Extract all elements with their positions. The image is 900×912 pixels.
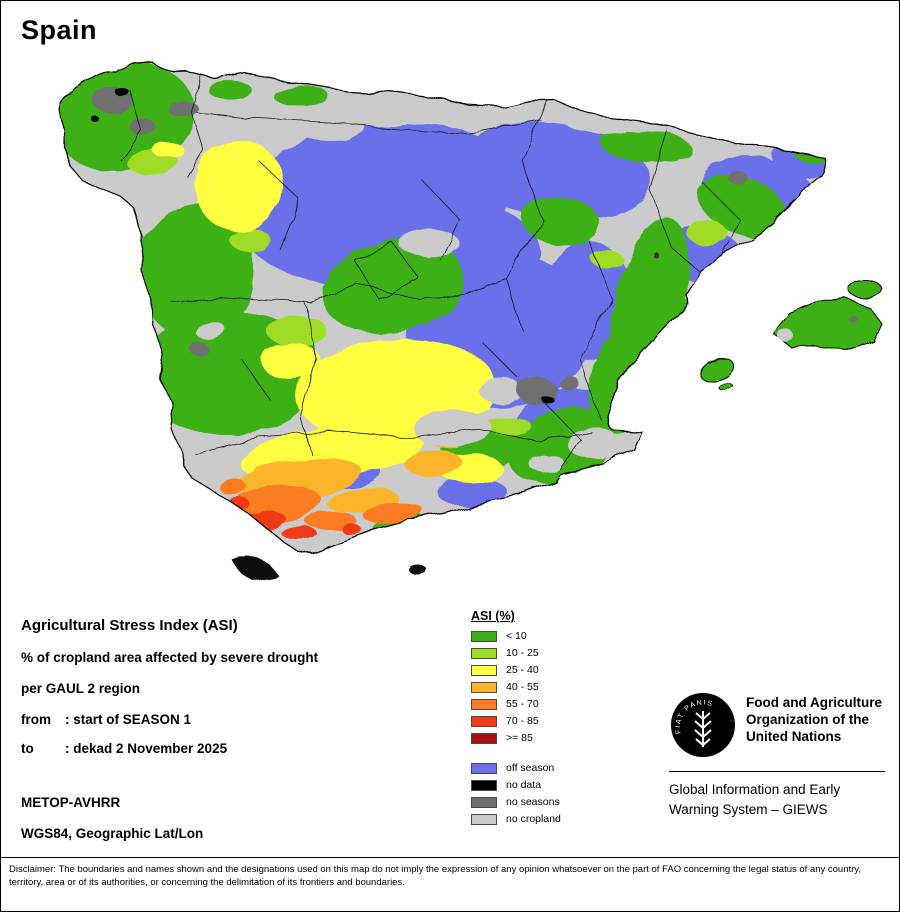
sensor-block: METOP-AVHRR WGS84, Geographic Lat/Lon — [21, 795, 203, 857]
map-info-block: Agricultural Stress Index (ASI) % of cro… — [21, 617, 318, 770]
legend-item-10-25: 10 - 25 — [471, 647, 561, 659]
page-title: Spain — [21, 15, 98, 45]
from-row: from : start of SEASON 1 — [21, 712, 318, 727]
legend-item-40-55: 40 - 55 — [471, 681, 561, 693]
no-cropland-patches — [195, 229, 619, 472]
no-data-regions — [93, 89, 553, 403]
menorca-island — [847, 280, 883, 298]
fao-org-line1: Food and Agriculture — [746, 695, 882, 710]
gaul2-boundaries — [119, 70, 741, 470]
from-value: : start of SEASON 1 — [65, 712, 192, 727]
to-label: to — [21, 741, 34, 756]
fao-org-line2: Organization of the — [746, 712, 869, 727]
legend-item-no-data: no data — [471, 779, 561, 791]
legend-swatch — [471, 715, 497, 727]
legend-swatch — [471, 681, 497, 693]
legend-swatch — [471, 796, 497, 808]
fao-org-line3: United Nations — [746, 729, 842, 744]
legend-item-ge85: >= 85 — [471, 732, 561, 744]
legend-label: >= 85 — [506, 732, 533, 744]
legend-swatch — [471, 779, 497, 791]
mainland-spain — [57, 61, 826, 555]
asi-heading: Agricultural Stress Index (ASI) — [21, 617, 238, 634]
sensor-name: METOP-AVHRR — [21, 795, 121, 810]
legend-item-25-40: 25 - 40 — [471, 664, 561, 676]
legend-swatch — [471, 698, 497, 710]
legend-label: off season — [506, 762, 555, 774]
giews-line1: Global Information and Early — [669, 782, 841, 797]
legend-label: 55 - 70 — [506, 698, 539, 710]
legend-swatch — [471, 664, 497, 676]
legend-item-70-85: 70 - 85 — [471, 715, 561, 727]
wheat-ear-icon — [694, 711, 712, 747]
legend-label: no seasons — [506, 796, 560, 808]
legend-label: 10 - 25 — [506, 647, 539, 659]
legend-label: 40 - 55 — [506, 681, 539, 693]
adjacent-land-fragments — [232, 252, 659, 581]
legend-label: no data — [506, 779, 542, 791]
balearic-islands — [698, 280, 883, 392]
legend-item-off-season: off season — [471, 762, 561, 774]
disclaimer-text: Disclaimer: The boundaries and names sho… — [1, 857, 899, 889]
spain-asi-map — [57, 61, 883, 581]
legend-item-55-70: 55 - 70 — [471, 698, 561, 710]
legend-item-no-seasons: no seasons — [471, 796, 561, 808]
fao-org-name: Food and Agriculture Organization of the… — [746, 694, 882, 745]
legend-label: < 10 — [506, 630, 527, 642]
legend-swatch — [471, 732, 497, 744]
morocco-coast-fragment-2 — [407, 563, 425, 573]
asi-description-line2: per GAUL 2 region — [21, 681, 141, 696]
legend-swatch — [471, 630, 497, 642]
legend-label: 25 - 40 — [506, 664, 539, 676]
formentera-island — [718, 384, 736, 392]
from-label: from — [21, 712, 51, 727]
legend-item-no-cropland: no cropland — [471, 813, 561, 825]
to-row: to : dekad 2 November 2025 — [21, 741, 318, 756]
legend-label: 70 - 85 — [506, 715, 539, 727]
ibiza-island — [698, 357, 736, 383]
columbretes-islet — [653, 252, 659, 258]
fao-logo: FIAT PANIS — [671, 693, 735, 757]
legend-swatch — [471, 647, 497, 659]
legend-label: no cropland — [506, 813, 561, 825]
fao-divider — [669, 771, 885, 772]
legend-swatch — [471, 762, 497, 774]
mallorca-island — [772, 296, 882, 352]
legend-heading: ASI (%) — [471, 609, 515, 623]
map-legend: ASI (%) < 10 10 - 25 25 - 40 40 - 55 55 … — [471, 609, 561, 830]
giews-line2: Warning System – GIEWS — [669, 802, 828, 817]
to-value: : dekad 2 November 2025 — [65, 741, 228, 756]
legend-gap — [471, 749, 561, 762]
projection-name: WGS84, Geographic Lat/Lon — [21, 826, 204, 841]
giews-caption: Global Information and Early Warning Sys… — [669, 780, 885, 820]
morocco-coast-fragment — [232, 556, 278, 581]
fao-block: FIAT PANIS Food and Agriculture Organiza… — [669, 691, 885, 820]
legend-item-lt10: < 10 — [471, 630, 561, 642]
legend-swatch — [471, 813, 497, 825]
asi-description-line1: % of cropland area affected by severe dr… — [21, 650, 319, 665]
